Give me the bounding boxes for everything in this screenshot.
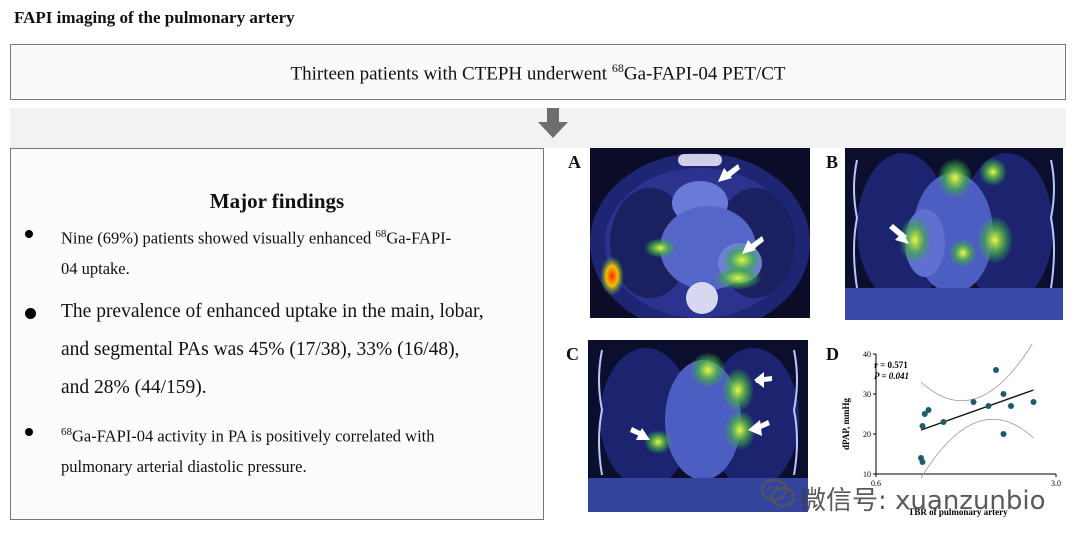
y-tick-label: 20 <box>863 430 871 439</box>
panel-label-b: B <box>826 152 839 172</box>
lower-band <box>920 418 1034 479</box>
confidence-band <box>920 344 1034 479</box>
correlation-scatter-plot: 10 20 30 40 0.6 3.0 r = 0.571 P = 0.041 TBR o… <box>841 344 1061 517</box>
scatter-point <box>993 367 999 373</box>
cohort-text: Thirteen patients with CTEPH underwent 6… <box>290 61 786 85</box>
bullet-dot-icon <box>25 230 33 238</box>
wechat-logo-icon <box>761 479 795 507</box>
fit-line <box>920 389 1034 431</box>
scatter-point <box>919 459 926 465</box>
wechat-watermark: 微信号: xuanzunbio <box>800 486 1046 516</box>
findings-heading: Major findings <box>209 189 345 213</box>
finding-bullet-3: 68Ga-FAPI-04 activity in PA is positivel… <box>25 417 567 482</box>
upper-band <box>920 344 1033 402</box>
pet-ct-axial-image <box>590 148 810 318</box>
scatter-point <box>1008 403 1014 409</box>
scatter-point <box>1000 391 1007 397</box>
y-tick-label: 30 <box>863 390 871 399</box>
finding-bullet-1: Nine (69%) patients showed visually enha… <box>25 219 567 284</box>
y-axis-label: dPAP, mmHg <box>841 398 851 451</box>
scatter-point <box>1030 399 1037 405</box>
scatter-point <box>919 423 926 429</box>
x-axis-label: TBR of pulmonary artery <box>908 507 1008 517</box>
scatter-point <box>925 407 932 413</box>
pet-ct-coronal-image-c <box>588 340 808 512</box>
down-arrow-icon <box>538 108 568 138</box>
regression-line <box>920 389 1034 431</box>
y-tick-label: 40 <box>863 350 871 359</box>
scatter-point <box>985 403 992 409</box>
arrow-band <box>10 108 1066 148</box>
x-tick-label: 0.6 <box>871 479 881 488</box>
panel-label-d: D <box>826 344 839 364</box>
finding-bullet-2: The prevalence of enhanced uptake in the… <box>25 293 567 407</box>
pet-ct-coronal-image-b <box>845 148 1063 320</box>
scatter-point <box>970 399 977 405</box>
x-tick-label: 3.0 <box>1051 479 1061 488</box>
scatter-point <box>940 419 947 425</box>
correlation-p-label: P = 0.041 <box>874 371 909 381</box>
correlation-r-label: r = 0.571 <box>874 360 908 370</box>
bullet-dot-icon <box>25 308 36 319</box>
major-findings-box: Major findings Nine (69%) patients showe… <box>10 148 544 520</box>
bullet-dot-icon <box>25 428 33 436</box>
panel-label-c: C <box>566 344 579 364</box>
scatter-point <box>1000 431 1007 437</box>
figure-title: FAPI imaging of the pulmonary artery <box>14 8 295 27</box>
panel-label-a: A <box>568 152 581 172</box>
scatter-point <box>921 411 928 417</box>
cohort-box: Thirteen patients with CTEPH underwent 6… <box>10 44 1066 100</box>
y-tick-label: 10 <box>863 470 871 479</box>
plot-axes: 10 20 30 40 0.6 3.0 <box>863 350 1061 488</box>
